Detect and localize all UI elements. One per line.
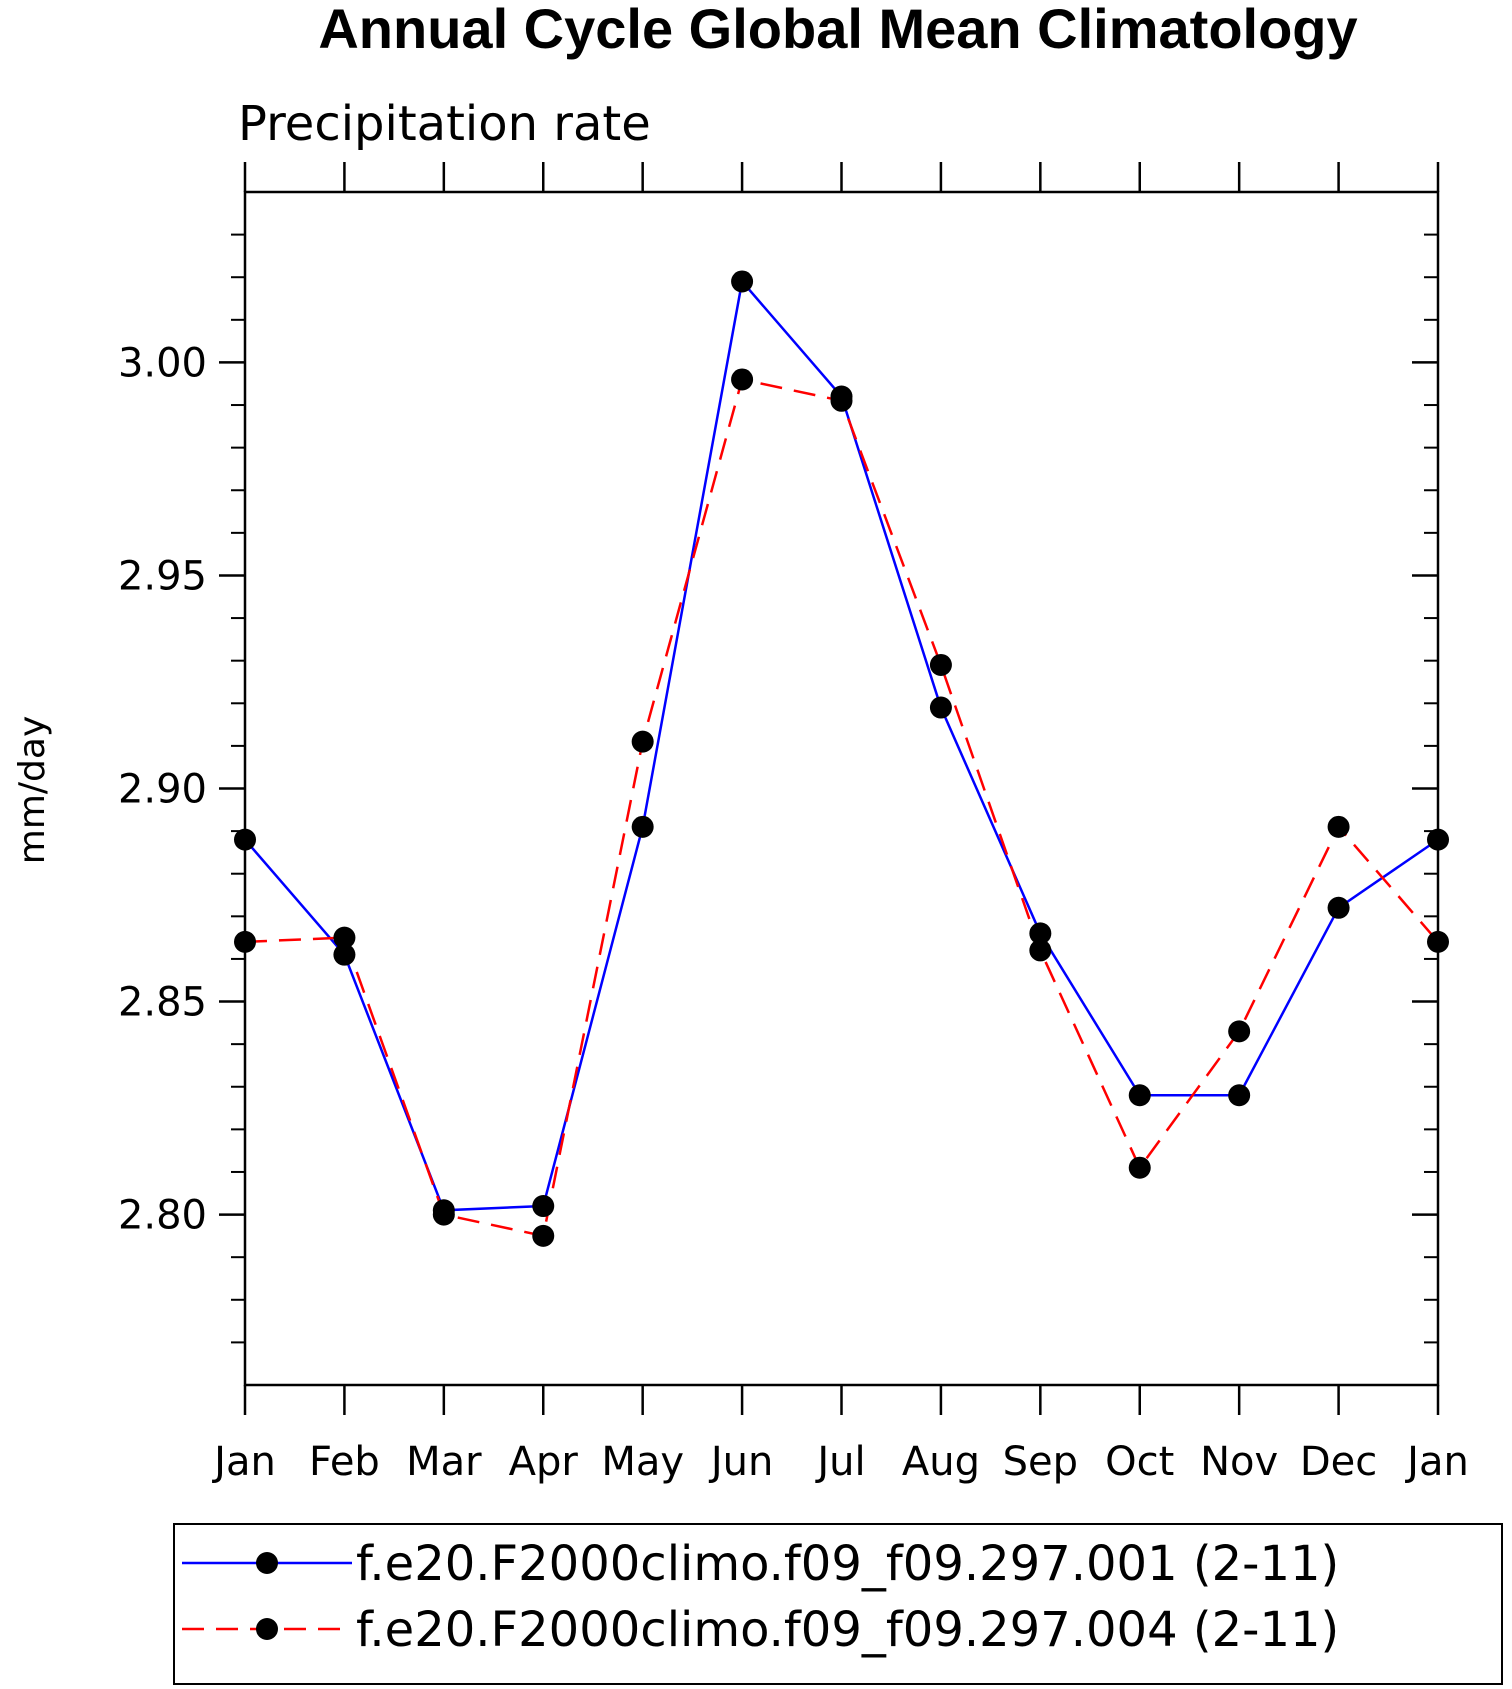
series-2-point xyxy=(1327,815,1350,838)
series-lines xyxy=(244,278,1439,1238)
series-2-point xyxy=(830,389,853,412)
series-1-point xyxy=(731,270,754,293)
y-tick-label: 3.00 xyxy=(118,340,207,386)
chart-title: Annual Cycle Global Mean Climatology xyxy=(318,0,1357,60)
legend: f.e20.F2000climo.f09_f09.297.001 (2-11) f… xyxy=(173,1523,1503,1685)
legend-box xyxy=(173,1523,1503,1685)
x-tick-label: Jun xyxy=(708,1439,774,1485)
series-2-point xyxy=(532,1224,555,1247)
series-1-point xyxy=(1029,922,1052,945)
series-1-point xyxy=(929,696,952,719)
x-tick-label: Dec xyxy=(1300,1439,1377,1485)
series-2-point xyxy=(1128,1156,1151,1179)
legend-marker-2 xyxy=(256,1618,278,1640)
x-tick-label: Feb xyxy=(309,1439,380,1485)
series-1-point xyxy=(1327,896,1350,919)
y-axis-label: mm/day xyxy=(12,716,53,864)
x-tick-label: Aug xyxy=(902,1439,980,1485)
series-1-point xyxy=(1427,828,1449,851)
series-2-point xyxy=(929,653,952,676)
x-tick-label: Apr xyxy=(509,1439,579,1485)
x-tick-label: Nov xyxy=(1200,1439,1278,1485)
series-2-point xyxy=(1029,939,1052,962)
y-tick-label: 2.95 xyxy=(118,553,207,599)
axis-ticks xyxy=(219,162,1440,1415)
y-tick-label: 2.85 xyxy=(118,980,207,1026)
series-2-point xyxy=(432,1203,455,1226)
series-markers xyxy=(234,270,1449,1247)
legend-label-2: f.e20.F2000climo.f09_f09.297.004 (2-11) xyxy=(356,1602,1339,1658)
x-tick-label: Jan xyxy=(211,1439,276,1485)
series-line-2 xyxy=(244,378,1439,1238)
series-2-point xyxy=(1228,1020,1251,1043)
series-1-point xyxy=(1128,1084,1151,1107)
plot-frame xyxy=(243,190,1440,1387)
series-2-point xyxy=(631,730,654,753)
series-1-point xyxy=(333,943,356,966)
y-tick-label: 2.80 xyxy=(118,1193,207,1239)
series-2-point xyxy=(234,930,256,953)
series-1-point xyxy=(234,828,256,851)
series-1-point xyxy=(631,815,654,838)
x-tick-label: May xyxy=(601,1439,684,1485)
x-tick-label: Jan xyxy=(1404,1439,1469,1485)
series-2-point xyxy=(731,368,754,391)
x-tick-label: Mar xyxy=(406,1439,482,1485)
series-line-1 xyxy=(244,278,1439,1212)
y-tick-label: 2.90 xyxy=(118,767,207,813)
x-tick-label: Oct xyxy=(1105,1439,1174,1485)
legend-label-1: f.e20.F2000climo.f09_f09.297.001 (2-11) xyxy=(356,1536,1339,1592)
series-2-point xyxy=(333,926,356,949)
legend-marker-1 xyxy=(256,1552,278,1574)
series-2-point xyxy=(1427,930,1449,953)
x-tick-label: Sep xyxy=(1003,1439,1078,1485)
x-tick-label: Jul xyxy=(814,1439,865,1485)
axis-tick-labels: Jan Feb Mar Apr May Jun Jul Aug Sep Oct Nov Dec Jan 2… xyxy=(118,340,1469,1485)
chart-subtitle: Precipitation rate xyxy=(238,96,651,152)
series-1-point xyxy=(532,1195,555,1218)
series-1-point xyxy=(1228,1084,1251,1107)
